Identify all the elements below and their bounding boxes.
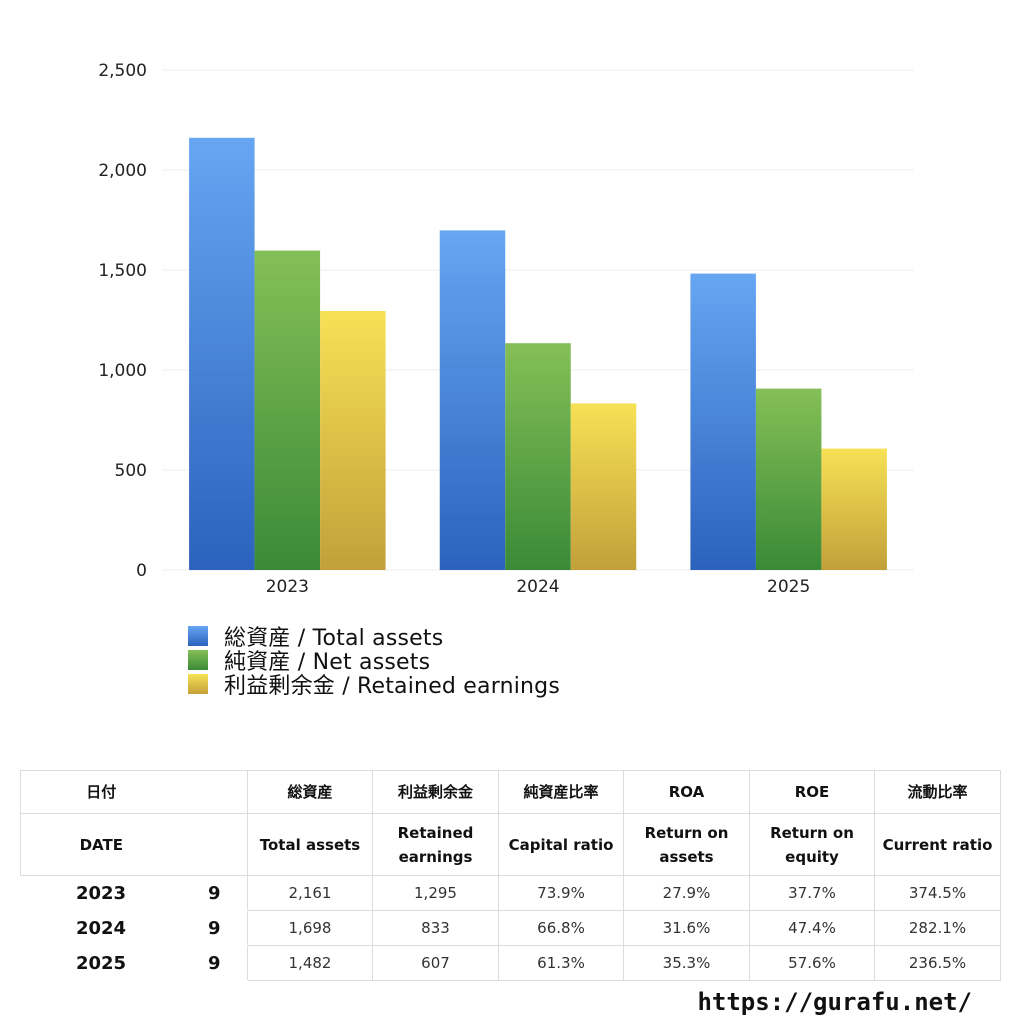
bar-2023-series-2 <box>320 311 386 570</box>
header-month-ja <box>181 770 248 814</box>
header-roa-ja: ROA <box>623 770 750 814</box>
y-tick-label: 2,500 <box>98 61 147 81</box>
cell-current-ratio: 282.1% <box>874 910 1001 946</box>
x-tick-label: 2023 <box>266 577 309 597</box>
header-current-ratio-en: Current ratio <box>874 813 1001 876</box>
legend-label: 純資産 / Net assets <box>224 650 431 675</box>
row-month: 9 <box>181 945 248 981</box>
y-tick-label: 2,000 <box>98 161 147 181</box>
cell-retained-earnings: 1,295 <box>372 875 499 911</box>
y-tick-label: 500 <box>115 461 147 481</box>
site-url: https://gurafu.net/ <box>697 988 972 1016</box>
legend-swatch-net-assets <box>188 650 208 670</box>
header-retained-earnings-ja: 利益剰余金 <box>372 770 499 814</box>
y-tick-label: 0 <box>136 561 147 581</box>
financial-table: 日付 総資産 利益剰余金 純資産比率 ROA ROE 流動比率 DATE Tot… <box>20 770 1001 981</box>
row-year: 2024 <box>20 910 182 946</box>
y-tick-label: 1,500 <box>98 261 147 281</box>
legend-item-net-assets: 純資産 / Net assets <box>188 648 560 675</box>
table-row: 2025 9 1,482 607 61.3% 35.3% 57.6% 236.5… <box>20 945 1001 981</box>
bar-2024-series-0 <box>439 230 506 570</box>
bars <box>189 137 887 571</box>
cell-roe: 57.6% <box>749 945 875 981</box>
header-roa-en: Return on assets <box>623 813 750 876</box>
table-row: 2023 9 2,161 1,295 73.9% 27.9% 37.7% 374… <box>20 875 1001 911</box>
header-capital-ratio-ja: 純資産比率 <box>498 770 624 814</box>
table-header-en: DATE Total assets Retained earnings Capi… <box>20 813 1001 876</box>
bar-2024-series-1 <box>505 343 571 570</box>
header-month-en <box>181 813 248 876</box>
bar-chart: 0 500 1,000 1,500 2,000 2,500 2023 2024 2025 <box>98 61 914 597</box>
row-year: 2025 <box>20 945 182 981</box>
header-capital-ratio-en: Capital ratio <box>498 813 624 876</box>
legend-label: 利益剰余金 / Retained earnings <box>224 674 560 699</box>
table-row: 2024 9 1,698 833 66.8% 31.6% 47.4% 282.1… <box>20 910 1001 946</box>
cell-current-ratio: 236.5% <box>874 945 1001 981</box>
header-retained-earnings-en: Retained earnings <box>372 813 499 876</box>
bar-2025-series-0 <box>690 273 756 570</box>
row-month: 9 <box>181 910 248 946</box>
header-roe-en: Return on equity <box>749 813 875 876</box>
cell-roa: 31.6% <box>623 910 750 946</box>
row-month: 9 <box>181 875 248 911</box>
legend-item-retained-earnings: 利益剰余金 / Retained earnings <box>188 672 560 699</box>
cell-roa: 35.3% <box>623 945 750 981</box>
header-date-ja: 日付 <box>20 770 182 814</box>
bar-2023-series-0 <box>189 137 255 571</box>
bar-2025-series-2 <box>821 448 887 570</box>
cell-roe: 47.4% <box>749 910 875 946</box>
cell-capital-ratio: 61.3% <box>498 945 624 981</box>
legend-swatch-retained-earnings <box>188 674 208 694</box>
bar-2024-series-2 <box>570 403 637 570</box>
cell-total-assets: 1,698 <box>247 910 373 946</box>
header-total-assets-en: Total assets <box>247 813 373 876</box>
header-roe-ja: ROE <box>749 770 875 814</box>
x-tick-label: 2024 <box>516 577 559 597</box>
cell-retained-earnings: 833 <box>372 910 499 946</box>
cell-total-assets: 2,161 <box>247 875 373 911</box>
cell-roe: 37.7% <box>749 875 875 911</box>
header-current-ratio-ja: 流動比率 <box>874 770 1001 814</box>
header-date-en: DATE <box>20 813 182 876</box>
legend-label: 総資産 / Total assets <box>224 626 444 651</box>
legend-item-total-assets: 総資産 / Total assets <box>188 624 560 651</box>
y-axis-labels: 0 500 1,000 1,500 2,000 2,500 <box>98 61 147 581</box>
bar-2023-series-1 <box>254 250 321 570</box>
y-tick-label: 1,000 <box>98 361 147 381</box>
cell-roa: 27.9% <box>623 875 750 911</box>
cell-capital-ratio: 66.8% <box>498 910 624 946</box>
row-year: 2023 <box>20 875 182 911</box>
legend: 総資産 / Total assets 純資産 / Net assets 利益剰余… <box>188 624 560 699</box>
cell-capital-ratio: 73.9% <box>498 875 624 911</box>
cell-total-assets: 1,482 <box>247 945 373 981</box>
x-axis-labels: 2023 2024 2025 <box>266 577 811 597</box>
header-total-assets-ja: 総資産 <box>247 770 373 814</box>
table-header-ja: 日付 総資産 利益剰余金 純資産比率 ROA ROE 流動比率 <box>20 770 1001 814</box>
x-tick-label: 2025 <box>767 577 810 597</box>
cell-retained-earnings: 607 <box>372 945 499 981</box>
bar-2025-series-1 <box>755 388 822 570</box>
cell-current-ratio: 374.5% <box>874 875 1001 911</box>
legend-swatch-total-assets <box>188 626 208 646</box>
